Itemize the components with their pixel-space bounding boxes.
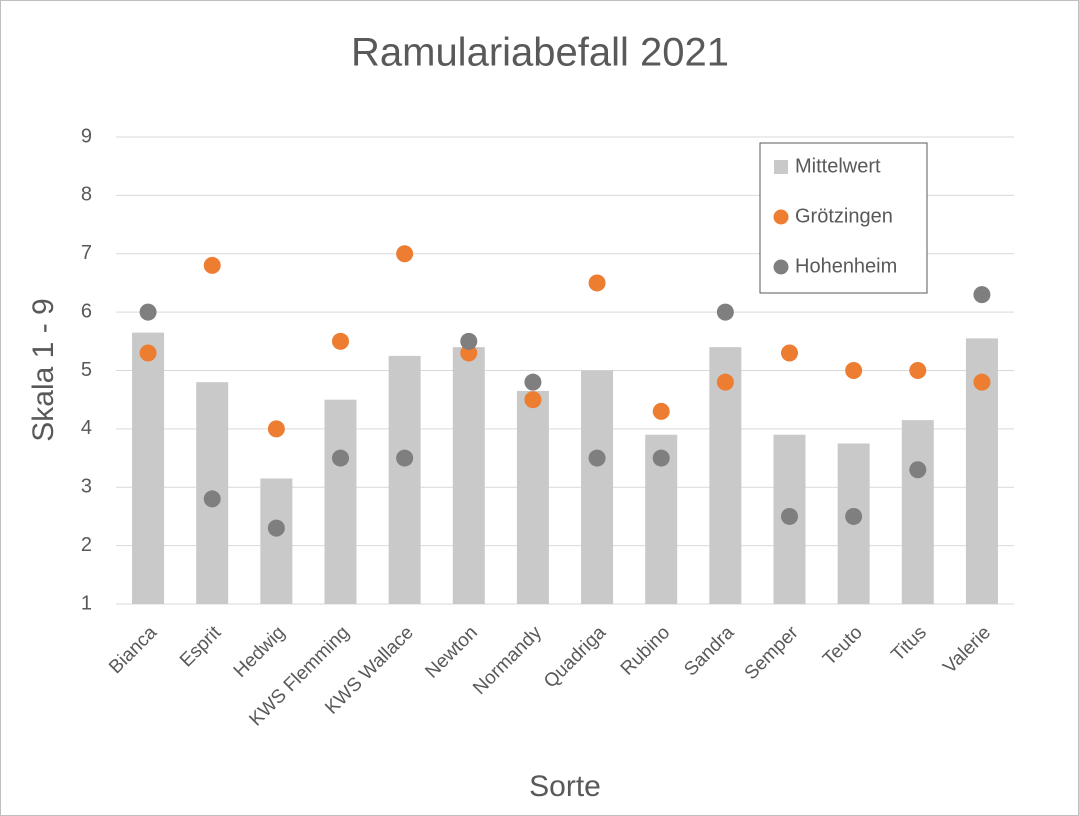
point	[652, 402, 670, 420]
bar	[901, 420, 934, 604]
legend-label: Hohenheim	[795, 255, 897, 277]
y-axis-label: Skala 1 - 9	[27, 298, 60, 441]
y-tick-label: 6	[81, 300, 92, 322]
point	[588, 274, 606, 292]
y-tick-label: 7	[81, 242, 92, 264]
point	[973, 286, 991, 304]
legend-marker	[773, 209, 789, 225]
bar	[132, 332, 165, 604]
point	[267, 420, 285, 438]
point	[332, 449, 349, 467]
point	[845, 362, 863, 379]
point	[460, 344, 478, 362]
legend-label: Grötzingen	[795, 205, 893, 227]
bar	[452, 347, 485, 604]
y-tick-label: 9	[81, 125, 92, 147]
point	[909, 362, 927, 379]
bar	[324, 399, 357, 604]
point	[332, 332, 349, 350]
point	[203, 256, 221, 274]
point	[716, 303, 734, 321]
point	[139, 303, 157, 321]
bar	[516, 390, 549, 604]
point	[524, 373, 542, 391]
point	[781, 507, 798, 525]
point	[396, 245, 414, 263]
point	[396, 449, 414, 467]
point	[716, 373, 734, 391]
y-tick-label: 5	[81, 359, 92, 381]
y-tick-label: 1	[81, 592, 92, 614]
point	[652, 449, 670, 467]
bar	[260, 478, 293, 604]
y-tick-label: 2	[81, 534, 92, 556]
point	[909, 461, 927, 479]
point	[524, 391, 542, 409]
point	[781, 344, 798, 362]
legend-marker	[773, 259, 789, 275]
legend-label: Mittelwert	[795, 155, 881, 177]
bar	[581, 370, 614, 604]
point	[267, 519, 285, 537]
point	[203, 490, 221, 508]
x-axis-label: Sorte	[529, 770, 601, 803]
point	[845, 507, 863, 525]
chart-title: Ramulariabefall 2021	[351, 31, 729, 75]
bar	[388, 355, 421, 604]
y-tick-label: 4	[81, 417, 92, 439]
point	[460, 332, 478, 350]
y-tick-label: 8	[81, 184, 92, 206]
point	[139, 344, 157, 362]
y-tick-label: 3	[81, 476, 92, 498]
point	[588, 449, 606, 467]
legend-marker	[774, 160, 788, 174]
point	[973, 373, 991, 391]
